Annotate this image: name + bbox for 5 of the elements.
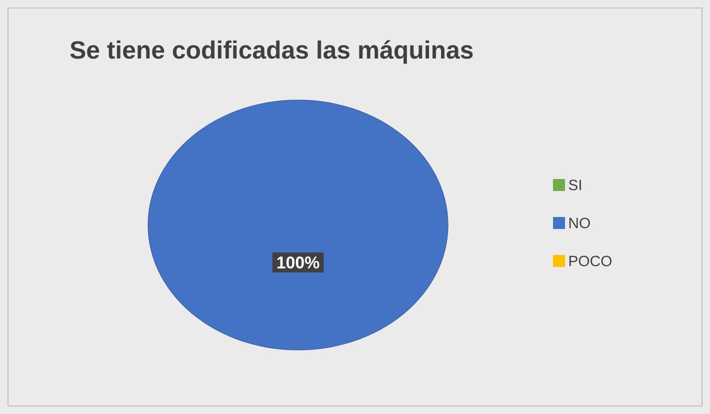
data-label: 100% <box>277 256 320 268</box>
legend-label: POCO <box>569 256 612 266</box>
legend-label: NO <box>569 218 590 228</box>
chart-title: Se tiene codificadas las máquinas <box>70 40 473 64</box>
legend-label: SI <box>568 180 581 190</box>
